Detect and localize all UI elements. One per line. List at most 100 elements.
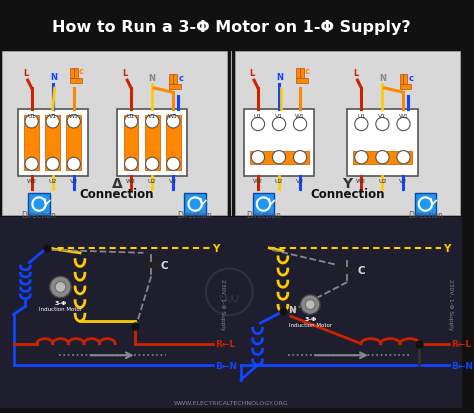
Text: 230V, 1-Φ Supply: 230V, 1-Φ Supply (448, 278, 453, 330)
Circle shape (273, 151, 286, 164)
Bar (145, 116, 160, 171)
Bar (296, 69, 300, 79)
Circle shape (46, 158, 59, 171)
Circle shape (293, 151, 307, 164)
Text: U2: U2 (378, 178, 387, 183)
Text: L: L (249, 69, 255, 78)
Circle shape (376, 118, 389, 131)
Bar (169, 85, 181, 90)
Text: C: C (161, 260, 169, 270)
Text: W2: W2 (126, 178, 136, 183)
Bar (24, 116, 39, 171)
Text: U1: U1 (357, 114, 365, 119)
Bar (0, 217, 463, 408)
Text: Δ: Δ (112, 177, 122, 191)
Circle shape (55, 282, 66, 293)
Text: V1: V1 (49, 114, 57, 119)
Text: Induction Motor: Induction Motor (39, 306, 82, 311)
Text: W2: W2 (253, 178, 263, 183)
Bar (28, 194, 50, 215)
Text: V1: V1 (275, 114, 283, 119)
Text: Connection: Connection (80, 188, 155, 201)
Text: V2: V2 (70, 178, 78, 183)
Circle shape (25, 116, 38, 129)
Text: N: N (379, 74, 386, 83)
Circle shape (305, 300, 315, 310)
Bar (18, 110, 88, 176)
Circle shape (167, 158, 180, 171)
Text: U2: U2 (148, 178, 156, 183)
Circle shape (397, 118, 410, 131)
Circle shape (146, 116, 159, 129)
Text: V2: V2 (400, 178, 408, 183)
Text: L: L (23, 69, 28, 78)
Bar (244, 110, 314, 176)
Bar (70, 69, 74, 79)
Bar (66, 116, 81, 171)
Bar (0, 5, 463, 50)
Circle shape (397, 151, 410, 164)
Circle shape (146, 158, 159, 171)
Bar (235, 52, 460, 215)
Circle shape (67, 116, 81, 129)
Circle shape (251, 118, 264, 131)
Bar (173, 75, 177, 85)
Circle shape (167, 116, 180, 129)
Bar (117, 110, 187, 176)
Text: R←L: R←L (451, 339, 471, 348)
Bar (400, 75, 403, 85)
Bar (2, 52, 228, 215)
Circle shape (50, 277, 71, 298)
Circle shape (301, 295, 320, 315)
Text: c: c (305, 67, 310, 76)
Bar (415, 194, 436, 215)
Text: C: C (357, 266, 365, 276)
Text: How to Run a 3-Φ Motor on 1-Φ Supply?: How to Run a 3-Φ Motor on 1-Φ Supply? (52, 20, 410, 35)
Text: U1: U1 (27, 114, 36, 119)
Text: R←L: R←L (215, 339, 235, 348)
Circle shape (293, 118, 307, 131)
Text: W1: W1 (69, 114, 79, 119)
Text: c: c (178, 74, 183, 83)
Text: W1: W1 (399, 114, 409, 119)
Text: V1: V1 (378, 114, 386, 119)
Text: W2: W2 (27, 178, 36, 183)
Text: 3-Φ: 3-Φ (55, 300, 67, 305)
Text: W1: W1 (295, 114, 305, 119)
Text: L: L (123, 69, 128, 78)
Text: U2: U2 (275, 178, 283, 183)
Text: Direction: Direction (408, 210, 443, 219)
Bar (249, 151, 309, 164)
Text: N: N (149, 74, 155, 83)
Text: V2: V2 (169, 178, 177, 183)
Text: c: c (79, 67, 83, 76)
Bar (70, 79, 82, 84)
Text: Induction Motor: Induction Motor (289, 322, 332, 327)
Bar (46, 116, 60, 171)
Circle shape (46, 116, 59, 129)
Text: Direction: Direction (178, 210, 212, 219)
Text: 3-Φ: 3-Φ (304, 316, 316, 321)
Text: B←N: B←N (451, 361, 473, 370)
Text: N: N (276, 73, 283, 82)
Bar (253, 194, 274, 215)
Bar (300, 69, 304, 79)
Circle shape (67, 158, 81, 171)
Circle shape (376, 151, 389, 164)
Text: W1: W1 (168, 114, 178, 119)
Text: B←N: B←N (215, 361, 237, 370)
Circle shape (125, 158, 138, 171)
Bar (403, 75, 407, 85)
Text: N: N (288, 305, 295, 314)
Text: Direction: Direction (22, 210, 56, 219)
Circle shape (273, 118, 286, 131)
Text: L: L (353, 69, 358, 78)
Text: 230V, 1-Φ Supply: 230V, 1-Φ Supply (220, 278, 225, 330)
Text: Y: Y (342, 177, 352, 191)
Text: Y: Y (212, 243, 219, 253)
Text: V2: V2 (296, 178, 304, 183)
Bar (400, 85, 411, 90)
Circle shape (25, 158, 38, 171)
Bar (124, 116, 138, 171)
Circle shape (251, 151, 264, 164)
